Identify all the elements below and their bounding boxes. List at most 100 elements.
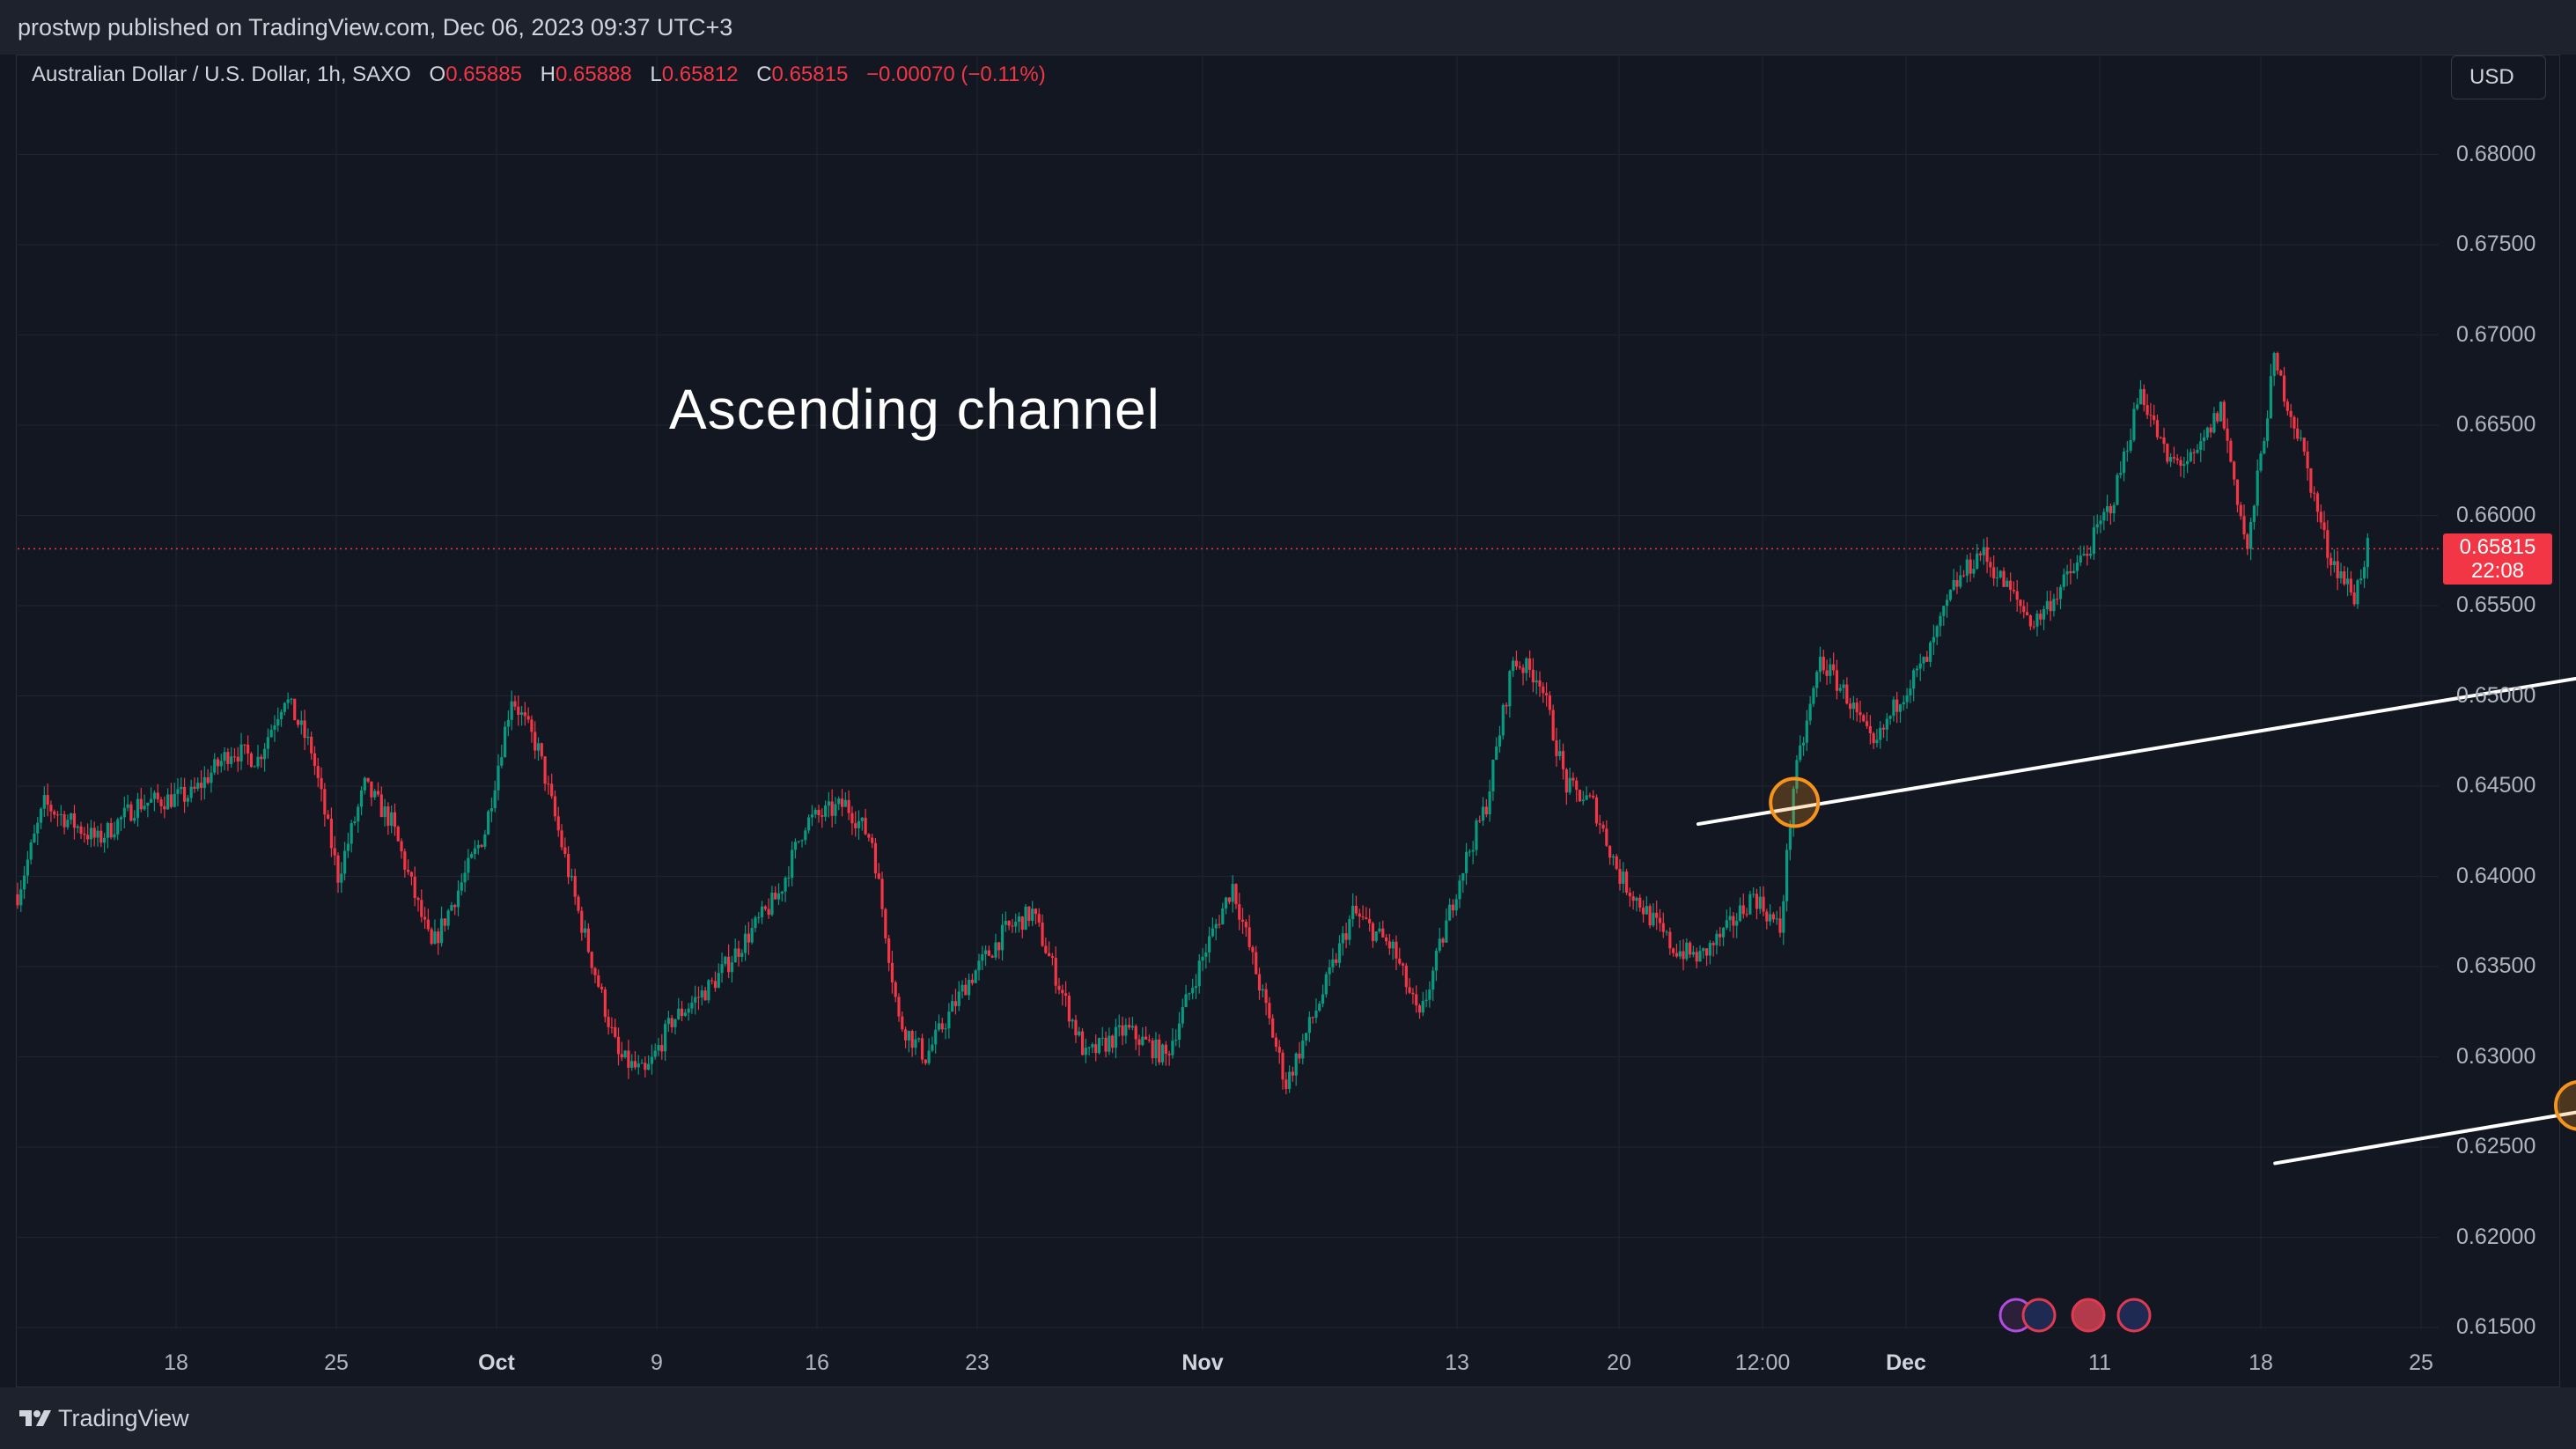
candle-body: [623, 1050, 627, 1058]
candle-body: [1368, 918, 1372, 923]
y-tick-label: 0.65500: [2456, 592, 2536, 617]
candle-body: [2265, 418, 2270, 442]
candle-body: [453, 905, 457, 908]
candle-body: [1881, 727, 1886, 730]
candle-body: [506, 719, 510, 727]
candle-body: [567, 853, 570, 878]
symbol-legend: Australian Dollar / U.S. Dollar, 1h, SAX…: [32, 63, 1046, 87]
candle-body: [63, 813, 66, 827]
candle-body: [2086, 554, 2089, 556]
candle-body: [690, 1002, 694, 1009]
candle-body: [316, 766, 320, 778]
chart-frame[interactable]: [16, 55, 2560, 1387]
candle-body: [1351, 905, 1355, 920]
candle-body: [821, 815, 824, 817]
candle-body: [1978, 553, 1983, 555]
candle-body: [1017, 916, 1021, 923]
candle-body: [396, 827, 400, 842]
candle-body: [1091, 1044, 1094, 1048]
candle-body: [1424, 999, 1428, 1002]
candle-body: [1231, 884, 1234, 902]
candle-body: [2252, 505, 2256, 522]
candle-body: [1255, 952, 1258, 975]
candle-body: [603, 989, 607, 1018]
y-tick-label: 0.67000: [2456, 321, 2536, 347]
candle-body: [1354, 905, 1358, 914]
candle-body: [573, 875, 577, 897]
candle-body: [310, 736, 313, 754]
candle-body: [1371, 923, 1375, 941]
candle-body: [1071, 1019, 1074, 1022]
currency-button[interactable]: USD: [2451, 55, 2546, 99]
candle-body: [1445, 920, 1448, 943]
x-tick-label: 25: [324, 1350, 349, 1375]
candle-body: [1384, 937, 1388, 942]
candle-body: [644, 1063, 647, 1070]
candle-body: [493, 790, 497, 809]
candle-body: [903, 1029, 908, 1041]
candle-body: [2119, 473, 2123, 475]
candle-body: [336, 855, 340, 883]
candle-body: [1224, 897, 1228, 908]
candle-body: [2006, 580, 2009, 587]
candle-body: [497, 765, 500, 791]
candle-body: [2282, 375, 2286, 402]
candle-body: [1227, 897, 1231, 902]
candle-body: [560, 830, 563, 848]
candle-body: [1624, 872, 1629, 893]
candle-body: [1201, 956, 1204, 961]
candle-body: [597, 975, 600, 987]
candle-body: [1678, 951, 1682, 957]
candle-body: [1838, 688, 1842, 691]
candle-body: [303, 720, 306, 739]
candle-body: [416, 898, 420, 901]
candle-body: [1358, 913, 1361, 917]
footer-brand[interactable]: TradingView: [58, 1405, 189, 1431]
candle-body: [333, 848, 336, 856]
candle-body: [430, 929, 433, 945]
x-tick-label: 16: [805, 1350, 829, 1375]
candle-body: [2205, 427, 2209, 438]
candle-body: [890, 962, 894, 982]
candle-body: [1969, 559, 1972, 574]
candle-body: [1401, 963, 1405, 966]
candle-body: [817, 809, 821, 816]
candle-body: [2062, 574, 2065, 587]
candle-body: [1581, 799, 1585, 802]
candle-body: [353, 821, 357, 824]
candle-body: [1501, 704, 1505, 736]
candle-body: [737, 948, 740, 957]
candle-body: [1548, 695, 1551, 710]
candle-body: [299, 720, 303, 725]
candle-body: [580, 910, 584, 933]
candle-body: [1321, 994, 1325, 1004]
candle-body: [1378, 928, 1381, 932]
candle-body: [987, 950, 990, 956]
candle-body: [823, 805, 828, 817]
annotation-text[interactable]: Ascending channel: [669, 378, 1160, 441]
candle-body: [687, 1008, 690, 1013]
candle-body: [2035, 614, 2039, 627]
candle-body: [79, 826, 83, 835]
candle-body: [29, 842, 33, 860]
candle-body: [1698, 951, 1702, 962]
y-tick-label: 0.63500: [2456, 953, 2536, 978]
candle-body: [780, 891, 784, 894]
candle-body: [1248, 927, 1251, 947]
candles: [16, 351, 2369, 1095]
candle-body: [156, 792, 159, 800]
candle-body: [563, 847, 567, 854]
last-price-value: 0.65815: [2459, 535, 2536, 559]
top-bar: prostwp published on TradingView.com, De…: [0, 0, 2576, 55]
candle-body: [553, 796, 557, 817]
candle-body: [1965, 559, 1969, 576]
candle-body: [1912, 670, 1916, 689]
candle-body: [1074, 1019, 1078, 1036]
candle-body: [519, 712, 524, 715]
candle-body: [1240, 919, 1245, 922]
candle-body: [1294, 1053, 1298, 1076]
candle-body: [22, 875, 26, 890]
candle-body: [1464, 851, 1468, 873]
candle-body: [974, 970, 977, 983]
